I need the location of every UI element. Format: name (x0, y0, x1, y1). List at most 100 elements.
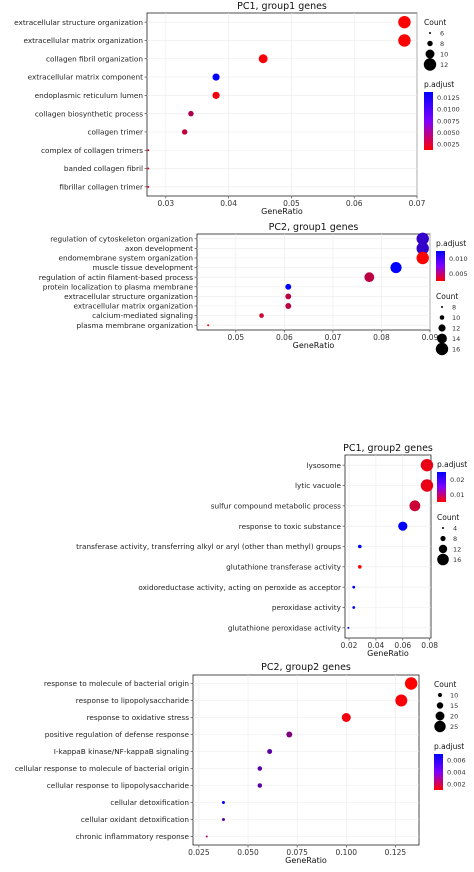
size-legend-key (435, 711, 445, 721)
data-point (258, 54, 268, 64)
x-tick-label: 0.100 (336, 848, 358, 857)
color-legend-title: p.adjust (434, 742, 464, 751)
size-legend-title: Count (424, 18, 446, 27)
color-bar (434, 754, 443, 790)
data-point (285, 293, 292, 300)
y-tick-label: extracellular matrix component (28, 73, 144, 82)
y-tick-label: extracellular structure organization (64, 292, 193, 301)
y-tick-label: regulation of cytoskeleton organization (50, 234, 193, 243)
y-tick-label: cellular oxidant detoxification (81, 815, 189, 824)
data-point (147, 167, 150, 170)
size-legend-label: 14 (452, 335, 460, 343)
size-legend-key (438, 544, 448, 554)
size-legend-label: 10 (450, 691, 458, 699)
color-legend-label: 0.004 (447, 768, 466, 776)
x-tick-label: 0.02 (341, 641, 358, 650)
y-tick-label: lytic vacuole (295, 481, 341, 490)
data-point (352, 606, 356, 609)
color-legend-label: 0.005 (449, 270, 468, 278)
data-point (398, 15, 411, 29)
plot-area (192, 674, 420, 846)
x-tick-label: 0.07 (409, 199, 426, 208)
y-tick-label: calcium-mediated signaling (92, 311, 193, 320)
size-legend-key (439, 315, 445, 320)
y-tick-label: extracellular matrix organization (74, 302, 194, 311)
y-tick-label: glutathione peroxidase activity (228, 623, 342, 632)
y-tick-label: response to toxic substance (239, 522, 342, 531)
size-legend-label: 12 (452, 324, 460, 332)
y-tick-label: response to oxidative stress (87, 713, 190, 722)
chart-panel-4: PC2, group2 genes 0.025 0.050 0.075 0.100 0.1… (15, 662, 466, 865)
color-legend-label: 0.006 (447, 756, 466, 764)
x-tick-label: 0.04 (220, 199, 237, 208)
size-legend-key (438, 324, 446, 332)
x-axis-label: GeneRatio (367, 649, 409, 658)
size-legend-key (437, 553, 449, 566)
chart-title: PC2, group2 genes (261, 662, 351, 673)
data-point (205, 835, 208, 838)
x-tick-label: 0.03 (157, 199, 174, 208)
color-legend-title: p.adjust (436, 239, 466, 248)
x-tick-label: 0.06 (394, 641, 411, 650)
y-tick-label: I-kappaB kinase/NF-kappaB signaling (54, 747, 189, 756)
color-legend-title: p.adjust (437, 460, 467, 469)
data-point (352, 585, 356, 589)
size-legend-key (441, 306, 443, 308)
data-point (416, 251, 429, 265)
size-legend-label: 8 (453, 535, 457, 543)
data-point (188, 110, 194, 117)
y-tick-label: cellular response to lipopolysaccharide (47, 781, 190, 790)
chart-panel-1: PC1, group1 genes 0.03 0.04 0.05 0.06 0.07 Gen… (14, 1, 460, 216)
data-point (420, 458, 434, 472)
y-tick-label: endoplasmic reticulum lumen (35, 91, 143, 100)
color-legend-label: 0.0100 (437, 106, 460, 114)
y-tick-label: fibrillar collagen trimer (59, 182, 143, 191)
size-legend-key (437, 333, 447, 344)
size-legend-key (442, 527, 444, 529)
size-legend-label: 20 (450, 712, 458, 720)
chart-panel-2: PC2, group1 genes 0.05 0.06 0.07 0.08 0.09 Gen… (39, 222, 468, 356)
y-tick-label: axon development (125, 244, 193, 253)
y-tick-label: response to lipopolysaccharide (76, 696, 190, 705)
chart-title: PC1, group2 genes (343, 443, 433, 454)
chart-panel-3: PC1, group2 genes 0.02 0.04 0.06 0.08 GeneRat… (76, 443, 467, 658)
size-legend-key (429, 32, 431, 34)
color-legend-label: 0.02 (450, 476, 464, 484)
x-tick-label: 0.09 (422, 333, 439, 342)
size-legend-label: 8 (452, 303, 456, 311)
x-tick-label: 0.025 (188, 848, 210, 857)
data-point (285, 303, 292, 309)
data-point (257, 783, 263, 788)
y-tick-label: cellular response to molecule of bacteri… (15, 764, 189, 773)
y-tick-label: collagen fibril organization (46, 54, 143, 63)
x-axis-label: GeneRatio (261, 207, 303, 216)
data-point (416, 232, 429, 245)
y-tick-label: endomembrane system organization (58, 254, 193, 263)
color-legend-title: p.adjust (424, 80, 454, 89)
y-tick-label: cellular detoxification (110, 798, 189, 807)
y-tick-label: regulation of actin filament-based proce… (39, 273, 193, 282)
color-legend-label: 0.010 (449, 255, 468, 263)
size-legend-key (425, 49, 435, 59)
size-legend-title: Count (436, 292, 458, 301)
size-legend-key (427, 40, 433, 47)
y-tick-label: plasma membrane organization (77, 321, 193, 330)
y-tick-label: lysosome (307, 461, 342, 470)
y-tick-label: glutathione transferase activity (226, 562, 342, 571)
size-legend-label: 16 (452, 345, 460, 353)
data-point (395, 694, 408, 707)
data-point (259, 313, 264, 318)
data-point (181, 129, 188, 135)
data-point (409, 500, 421, 512)
y-tick-label: chronic inflammatory response (76, 832, 190, 841)
data-point (221, 801, 225, 804)
chart-title: PC2, group1 genes (269, 222, 359, 233)
x-tick-label: 0.06 (276, 333, 293, 342)
data-point (286, 731, 293, 738)
size-legend-label: 10 (440, 50, 448, 58)
x-tick-label: 0.07 (325, 333, 342, 342)
color-bar (437, 472, 446, 502)
data-point (390, 262, 402, 274)
size-legend-label: 16 (453, 556, 461, 564)
y-tick-label: oxidoreductase activity, acting on perox… (138, 583, 341, 592)
